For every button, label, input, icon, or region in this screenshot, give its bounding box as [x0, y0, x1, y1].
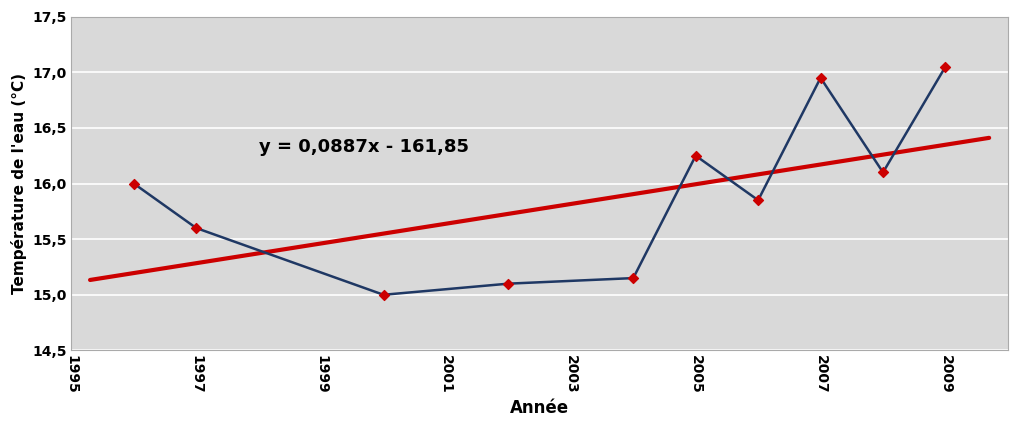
Point — [189, 225, 205, 232]
Point — [688, 152, 704, 159]
Text: y = 0,0887x - 161,85: y = 0,0887x - 161,85 — [259, 138, 469, 156]
Point — [937, 63, 954, 70]
Point — [375, 291, 391, 298]
Point — [750, 197, 766, 204]
Point — [625, 275, 641, 282]
Point — [500, 280, 517, 287]
Y-axis label: Température de l'eau (°C): Température de l'eau (°C) — [11, 73, 28, 294]
Point — [812, 74, 828, 81]
X-axis label: Année: Année — [511, 399, 570, 417]
Point — [125, 180, 142, 187]
Point — [875, 169, 892, 176]
